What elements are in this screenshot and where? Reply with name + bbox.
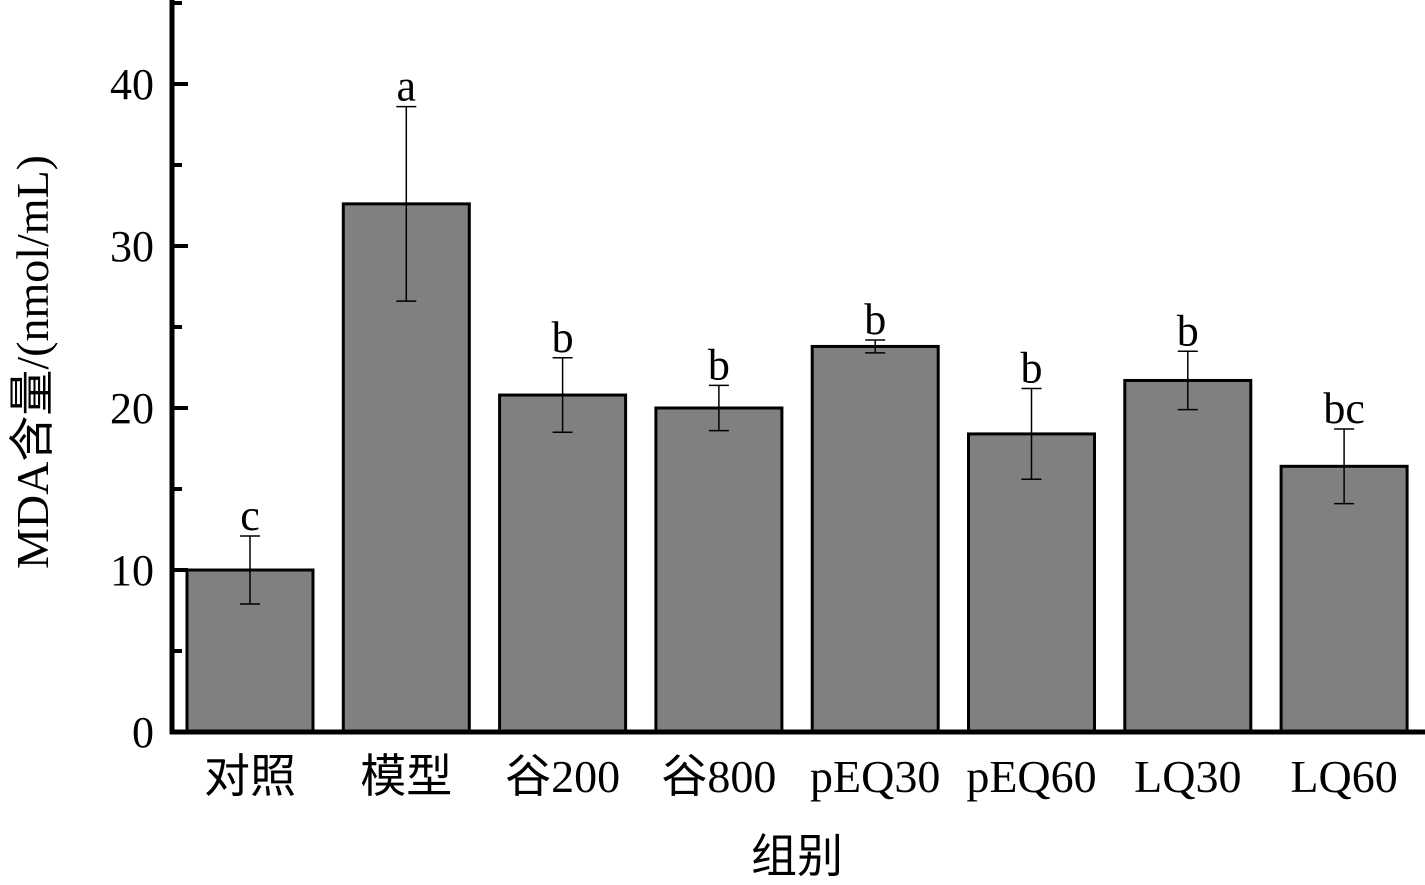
significance-label: b (864, 295, 886, 344)
significance-label: b (1177, 306, 1199, 355)
y-tick-label: 10 (110, 546, 154, 595)
significance-label: b (552, 313, 574, 362)
x-tick-label: LQ30 (1134, 751, 1241, 802)
x-tick-label: 模型 (360, 751, 452, 802)
significance-label: c (240, 491, 260, 540)
x-axis: 对照 模型 谷200 谷800 pEQ30 pEQ60 LQ30 LQ60 (170, 729, 1425, 802)
error-bars-group (240, 105, 1355, 605)
significance-label: bc (1323, 384, 1365, 433)
y-tick-label: 20 (110, 384, 154, 433)
x-axis-title: 组别 (751, 831, 843, 882)
x-tick-label: 谷200 (505, 751, 620, 802)
significance-labels-group: c a b b b b b bc (240, 62, 1365, 540)
y-tick-label: 30 (110, 222, 154, 271)
x-tick-label: pEQ60 (966, 751, 1096, 802)
bar (1123, 378, 1253, 734)
significance-label: b (708, 340, 730, 389)
y-tick-label: 0 (132, 708, 154, 757)
x-tick-label: 谷800 (661, 751, 776, 802)
bar (498, 393, 628, 734)
y-axis: 0 10 20 30 40 (110, 0, 188, 757)
significance-label: a (397, 62, 417, 111)
bar (1279, 464, 1409, 734)
bars-group (185, 202, 1409, 734)
significance-label: b (1021, 344, 1043, 393)
x-tick-label: LQ60 (1290, 751, 1397, 802)
y-tick-label: 40 (110, 60, 154, 109)
y-axis-title: MDA含量/(nmol/mL) (7, 155, 58, 569)
bar (810, 344, 940, 734)
bar (654, 406, 784, 734)
x-tick-label: 对照 (204, 751, 296, 802)
x-tick-label: pEQ30 (810, 751, 940, 802)
